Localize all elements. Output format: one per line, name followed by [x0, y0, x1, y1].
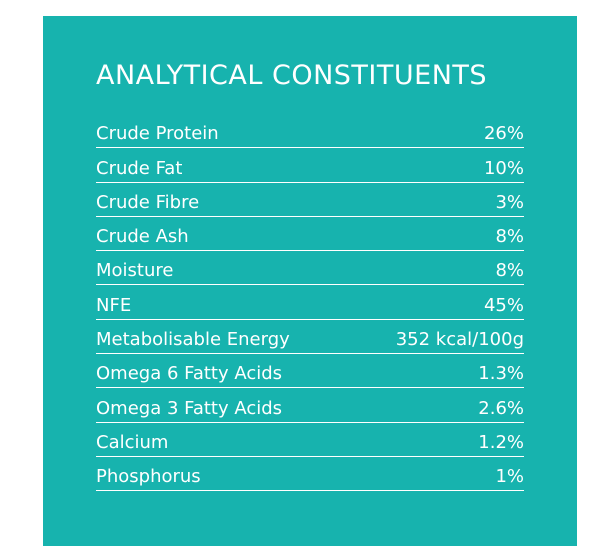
constituent-row: NFE 45% — [96, 286, 524, 320]
constituent-row: Crude Fat 10% — [96, 149, 524, 183]
constituent-value: 45% — [483, 294, 524, 316]
constituent-row: Crude Fibre 3% — [96, 184, 524, 217]
panel-title: ANALYTICAL CONSTITUENTS — [96, 60, 488, 91]
constituent-row: Calcium 1.2% — [96, 424, 524, 457]
constituent-label: Crude Ash — [96, 226, 189, 248]
constituent-label: Omega 6 Fatty Acids — [96, 363, 283, 385]
constituent-value: 1% — [495, 466, 524, 488]
constituent-label: NFE — [96, 294, 132, 316]
constituent-value: 26% — [483, 123, 524, 145]
constituent-label: Moisture — [96, 260, 174, 282]
constituent-row: Phosphorus 1% — [96, 458, 524, 492]
constituent-label: Omega 3 Fatty Acids — [96, 397, 283, 419]
constituent-row: Crude Ash 8% — [96, 218, 524, 252]
constituent-label: Crude Fibre — [96, 191, 200, 213]
constituents-panel: ANALYTICAL CONSTITUENTS Crude Protein 26… — [43, 16, 577, 546]
constituent-row: Moisture 8% — [96, 252, 524, 286]
constituents-list: Crude Protein 26% Crude Fat 10% Crude Fi… — [96, 115, 524, 492]
constituent-row: Crude Protein 26% — [96, 115, 524, 149]
constituent-label: Phosphorus — [96, 466, 201, 488]
constituent-label: Crude Protein — [96, 123, 219, 145]
constituent-value: 8% — [495, 226, 524, 248]
constituent-value: 1.2% — [478, 431, 524, 453]
constituent-value: 1.3% — [478, 363, 524, 385]
constituent-value: 2.6% — [478, 397, 524, 419]
constituent-value: 352 kcal/100g — [395, 329, 524, 351]
constituent-value: 3% — [495, 191, 524, 213]
constituent-label: Calcium — [96, 431, 169, 453]
constituent-value: 10% — [483, 157, 524, 179]
constituent-row: Metabolisable Energy 352 kcal/100g — [96, 321, 524, 355]
constituent-row: Omega 3 Fatty Acids 2.6% — [96, 389, 524, 423]
constituent-label: Crude Fat — [96, 157, 183, 179]
constituent-row: Omega 6 Fatty Acids 1.3% — [96, 355, 524, 389]
constituent-label: Metabolisable Energy — [96, 329, 290, 351]
constituent-value: 8% — [495, 260, 524, 282]
